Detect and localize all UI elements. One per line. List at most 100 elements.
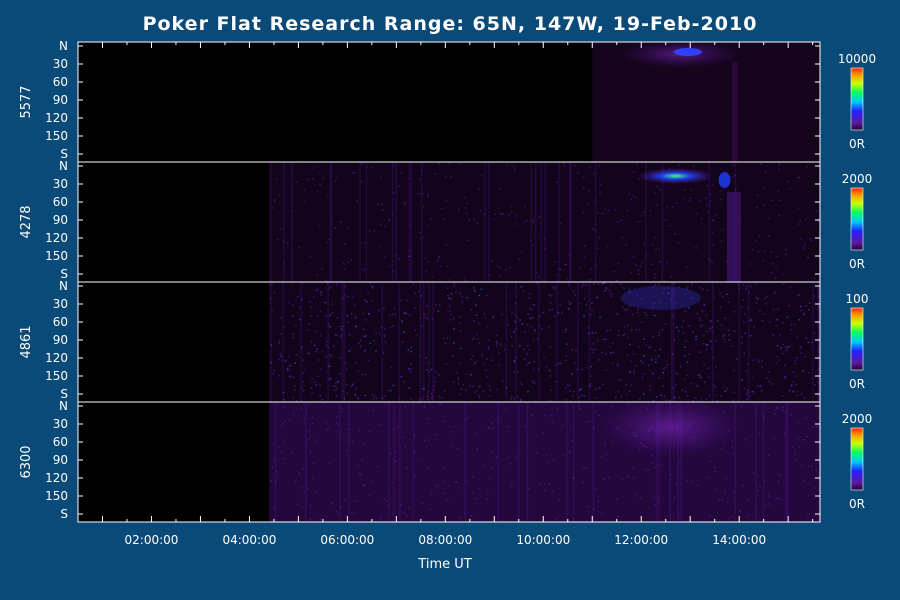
x-tick-label: 02:00:00 [125, 533, 179, 547]
noise-speck [565, 328, 567, 331]
noise-speck [382, 352, 385, 354]
colorbar-max-label: 10000 [838, 52, 876, 66]
noise-speck [311, 417, 314, 419]
noise-speck [391, 213, 393, 215]
noise-speck [598, 237, 601, 239]
noise-speck [361, 459, 364, 461]
noise-speck [626, 308, 628, 310]
noise-speck [329, 326, 331, 328]
aurora-peak [718, 172, 731, 188]
noise-speck [389, 265, 391, 267]
noise-speck [643, 338, 645, 340]
noise-speck [392, 384, 395, 387]
noise-speck [620, 379, 622, 381]
noise-speck [759, 486, 761, 488]
noise-speck [344, 285, 347, 288]
noise-speck [581, 394, 583, 397]
y-tick-label: N [59, 159, 68, 173]
noise-speck [769, 321, 771, 323]
noise-speck [307, 487, 309, 489]
noise-speck [286, 367, 289, 370]
noise-speck [517, 371, 519, 373]
noise-speck [743, 387, 745, 390]
noise-speck [377, 465, 379, 468]
noise-speck [466, 239, 469, 242]
noise-speck [288, 301, 290, 304]
noise-speck [652, 244, 654, 246]
noise-speck [803, 248, 805, 250]
noise-speck [536, 282, 539, 284]
streak [786, 402, 789, 522]
noise-speck [659, 261, 661, 263]
noise-speck [655, 248, 657, 250]
noise-speck [445, 499, 447, 501]
streak [359, 162, 361, 282]
noise-speck [458, 383, 460, 385]
noise-speck [489, 389, 492, 391]
streak [395, 162, 398, 282]
noise-speck [749, 263, 751, 265]
noise-speck [477, 338, 479, 340]
noise-speck [574, 294, 576, 296]
noise-speck [500, 213, 502, 215]
noise-speck [573, 477, 575, 479]
noise-speck [796, 394, 798, 397]
streak [755, 402, 757, 522]
noise-speck [701, 310, 704, 312]
noise-speck [706, 348, 708, 350]
noise-speck [703, 363, 705, 366]
noise-speck [595, 388, 597, 390]
noise-speck [452, 445, 454, 447]
noise-speck [301, 506, 303, 509]
y-tick-label: 120 [45, 351, 68, 365]
noise-speck [548, 326, 550, 328]
noise-speck [388, 219, 390, 222]
noise-speck [664, 323, 667, 325]
noise-speck [625, 384, 627, 386]
noise-speck [556, 516, 559, 519]
noise-speck [663, 396, 666, 398]
noise-speck [744, 332, 746, 334]
streak [270, 162, 272, 282]
noise-speck [542, 432, 544, 434]
noise-speck [479, 210, 481, 212]
noise-speck [644, 311, 646, 314]
noise-speck [524, 221, 526, 223]
noise-speck [330, 218, 332, 220]
noise-speck [502, 213, 504, 215]
noise-speck [405, 405, 407, 408]
noise-speck [687, 286, 689, 288]
noise-speck [427, 193, 429, 195]
noise-speck [556, 274, 558, 276]
noise-speck [609, 329, 612, 331]
y-tick-label: S [60, 387, 68, 401]
noise-speck [444, 467, 446, 469]
noise-speck [383, 498, 386, 500]
noise-speck [327, 196, 329, 198]
noise-speck [784, 376, 786, 379]
noise-speck [675, 372, 678, 374]
noise-speck [602, 282, 605, 284]
noise-speck [640, 497, 642, 499]
noise-speck [289, 375, 291, 378]
noise-speck [651, 372, 654, 374]
noise-speck [310, 341, 313, 343]
y-tick-label: 60 [53, 195, 68, 209]
noise-speck [316, 290, 318, 292]
noise-speck [487, 345, 490, 348]
noise-speck [272, 373, 274, 375]
noise-speck [572, 390, 575, 393]
streak [538, 282, 540, 402]
colorbar-max-label: 100 [846, 292, 869, 306]
noise-speck [283, 326, 285, 328]
noise-speck [533, 304, 535, 306]
noise-speck [666, 262, 668, 264]
noise-speck [482, 390, 484, 392]
noise-speck [357, 464, 359, 466]
noise-speck [363, 484, 366, 486]
noise-speck [627, 337, 629, 339]
noise-speck [633, 353, 635, 355]
noise-speck [796, 357, 798, 359]
noise-speck [721, 229, 724, 231]
noise-speck [790, 414, 793, 417]
